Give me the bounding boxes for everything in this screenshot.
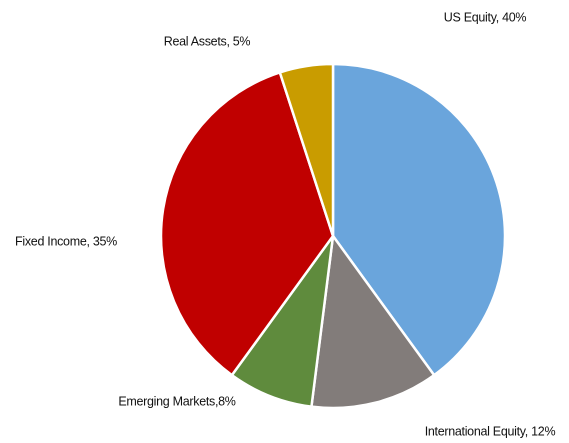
slice-label: International Equity, 12% bbox=[425, 424, 556, 438]
slice-label: US Equity, 40% bbox=[444, 10, 527, 24]
pie-slice bbox=[331, 62, 507, 377]
pie-slice bbox=[278, 62, 335, 238]
slice-label: Fixed Income, 35% bbox=[15, 234, 117, 248]
pie-slice bbox=[159, 71, 335, 377]
slice-label: Real Assets, 5% bbox=[164, 34, 251, 48]
slice-label: Emerging Markets,8% bbox=[118, 394, 235, 408]
pie-slice bbox=[310, 234, 436, 410]
